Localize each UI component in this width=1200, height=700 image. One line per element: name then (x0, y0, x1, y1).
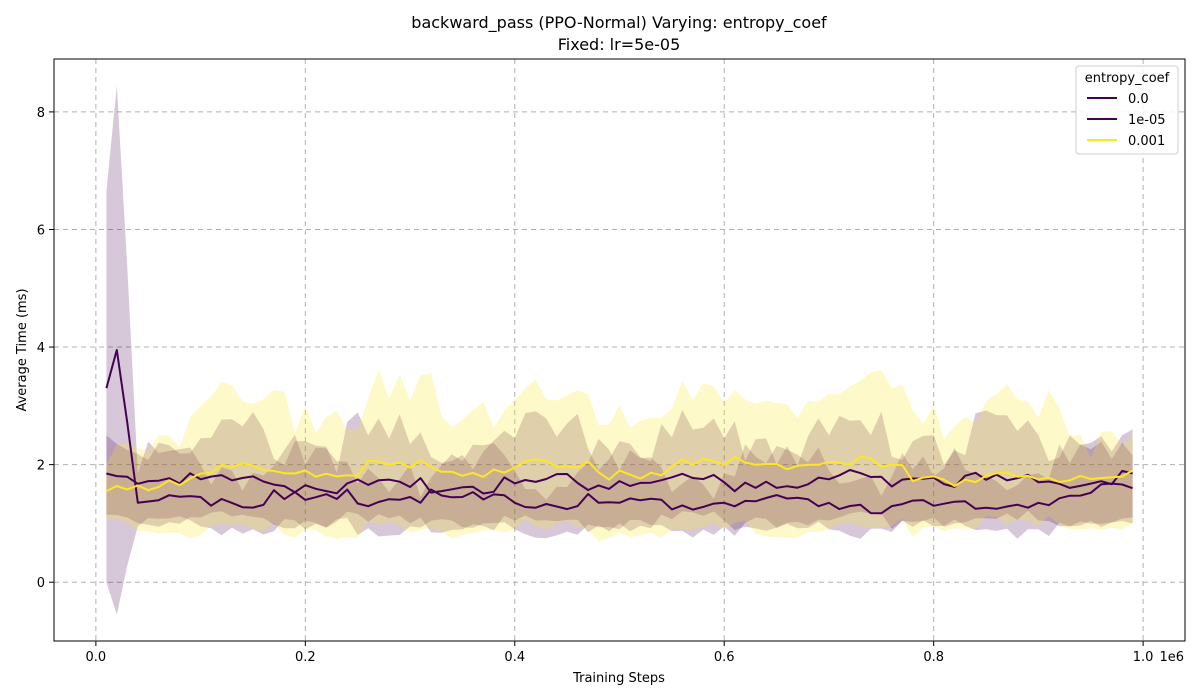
chart-title: backward_pass (PPO-Normal) Varying: entr… (411, 13, 827, 33)
line-series-2 (105, 455, 1134, 492)
legend-title: entropy_coef (1085, 71, 1170, 86)
x-tick-label: 0.2 (295, 650, 316, 665)
chart-subtitle: Fixed: lr=5e-05 (558, 35, 681, 54)
x-axis-ticks: 0.0 0.2 0.4 0.6 0.8 1.0 (86, 641, 1154, 665)
legend-item: 0.001 (1087, 134, 1165, 149)
y-tick-label: 4 (37, 341, 45, 356)
y-tick-label: 2 (37, 459, 45, 474)
legend-box (1075, 65, 1179, 155)
legend: entropy_coef 0.0 1e-05 0.001 (1075, 65, 1179, 155)
legend-label: 1e-05 (1128, 113, 1166, 128)
x-tick-label: 1.0 (1133, 650, 1154, 665)
x-tick-label: 0.8 (923, 650, 944, 665)
legend-item: 1e-05 (1087, 113, 1166, 128)
x-axis-offset-label: 1e6 (1159, 650, 1184, 665)
y-tick-label: 6 (37, 223, 45, 238)
plot-frame (53, 58, 1186, 642)
y-tick-label: 0 (37, 576, 45, 591)
legend-item: 0.0 (1087, 92, 1149, 107)
line-series-0 (106, 469, 1133, 495)
line-series-1 (105, 349, 1133, 515)
legend-label: 0.001 (1128, 134, 1165, 149)
x-tick-label: 0.0 (86, 650, 107, 665)
x-axis-label: Training Steps (572, 671, 665, 686)
legend-label: 0.0 (1128, 92, 1149, 107)
y-axis-ticks: 0 2 4 6 8 (37, 106, 54, 591)
x-tick-label: 0.6 (714, 650, 735, 665)
y-tick-label: 8 (37, 106, 45, 121)
grid (54, 59, 1185, 641)
y-axis-label: Average Time (ms) (15, 288, 30, 411)
series-lines (105, 349, 1134, 515)
band-series-2 (106, 369, 1133, 542)
x-tick-label: 0.4 (504, 650, 525, 665)
plot-area (54, 59, 1185, 641)
